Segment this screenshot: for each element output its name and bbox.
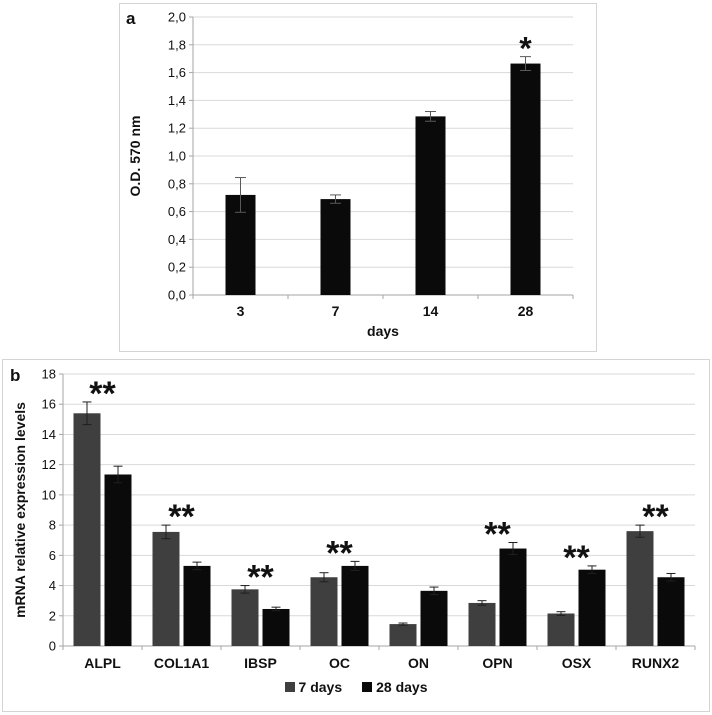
- y-tick-label: 4: [49, 578, 56, 593]
- legend-item-7-days: 7 days: [284, 679, 343, 695]
- y-tick-label: 0,2: [168, 260, 186, 275]
- chart-a-x-axis-title: days: [367, 323, 399, 339]
- chart-b-plot: 0 2 4 6 8 10 12 14 16 18 ALPL ** COL1A1 ** IBSP ** OC ** O…: [42, 367, 696, 671]
- panel-b-label: b: [10, 366, 21, 385]
- significance-marker: **: [484, 515, 511, 553]
- category-label: OPN: [482, 655, 512, 671]
- category-label: OC: [329, 655, 350, 671]
- y-tick-label: 0,0: [168, 288, 186, 303]
- category-label: ON: [408, 655, 429, 671]
- y-tick-label: 14: [42, 427, 56, 442]
- bar-28-O.D.-570-nm: [510, 63, 541, 295]
- significance-marker: **: [563, 539, 590, 577]
- bar-OSX-7-days: [547, 613, 575, 646]
- bar-ALPL-7-days: [73, 413, 101, 646]
- bar-OC-28-days: [341, 565, 369, 646]
- bar-7-O.D.-570-nm: [320, 199, 351, 295]
- y-tick-label: 6: [49, 548, 56, 563]
- bar-OSX-28-days: [578, 569, 606, 646]
- y-tick-label: 18: [42, 367, 56, 382]
- y-tick-label: 2,0: [168, 10, 186, 25]
- chart-b-y-axis-title: mRNA relative expression levels: [12, 402, 28, 618]
- y-tick-label: 8: [49, 518, 56, 533]
- bar-IBSP-28-days: [262, 608, 290, 646]
- y-tick-label: 2: [49, 608, 56, 623]
- bar-COL1A1-7-days: [152, 531, 180, 646]
- category-label: 28: [518, 303, 534, 319]
- significance-marker: **: [247, 559, 274, 597]
- y-tick-label: 1,2: [168, 121, 186, 136]
- y-tick-label: 1,4: [168, 93, 186, 108]
- bar-OPN-28-days: [499, 548, 527, 646]
- category-label: 7: [332, 303, 340, 319]
- chart-a-svg: 0,0 0,2 0,4 0,6 0,8 1,0 1,2 1,4 1,6 1,8 2,0 3 7 14 28 *…: [127, 10, 574, 339]
- y-tick-label: 1,6: [168, 65, 186, 80]
- bar-ALPL-28-days: [104, 474, 132, 646]
- bar-ON-28-days: [420, 590, 448, 646]
- category-label: IBSP: [244, 655, 277, 671]
- panel-a: a 0,0 0,2 0,4 0,6 0,8 1,0 1,2 1,4 1,6 1,8 2,0 3 7 14 2…: [119, 3, 597, 352]
- legend-swatch: [284, 682, 295, 692]
- category-label: COL1A1: [154, 655, 209, 671]
- y-tick-label: 16: [42, 397, 56, 412]
- bar-RUNX2-7-days: [626, 531, 654, 646]
- bar-OPN-7-days: [468, 602, 496, 646]
- y-tick-label: 0,4: [168, 232, 186, 247]
- legend-label: 7 days: [298, 679, 343, 695]
- y-tick-label: 0,6: [168, 204, 186, 219]
- bar-OC-7-days: [310, 577, 338, 646]
- category-label: RUNX2: [632, 655, 680, 671]
- bar-IBSP-7-days: [231, 589, 259, 646]
- category-label: 14: [423, 303, 439, 319]
- bar-ON-7-days: [389, 624, 417, 646]
- y-tick-label: 10: [42, 487, 56, 502]
- category-label: OSX: [562, 655, 592, 671]
- chart-a-plot: 0,0 0,2 0,4 0,6 0,8 1,0 1,2 1,4 1,6 1,8 2,0 3 7 14 28 *: [168, 10, 574, 319]
- significance-marker: *: [519, 31, 532, 67]
- panel-b: b 0 2 4 6 8 10 12 14 16 18 ALPL ** COL1A1 ** IBSP ** OC *…: [2, 359, 710, 712]
- y-tick-label: 0,8: [168, 176, 186, 191]
- legend-swatch: [362, 682, 373, 692]
- significance-marker: **: [168, 498, 195, 536]
- y-tick-label: 0: [49, 639, 56, 654]
- category-label: ALPL: [84, 655, 121, 671]
- category-label: 3: [237, 303, 245, 319]
- bar-RUNX2-28-days: [657, 577, 685, 646]
- legend-label: 28 days: [376, 679, 428, 695]
- legend-item-28-days: 28 days: [362, 679, 427, 695]
- chart-b-legend: 7 days 28 days: [3, 679, 709, 695]
- bar-14-O.D.-570-nm: [415, 116, 446, 295]
- bar-COL1A1-28-days: [183, 565, 211, 646]
- panel-a-label: a: [126, 9, 136, 28]
- y-tick-label: 1,0: [168, 149, 186, 164]
- significance-marker: **: [642, 498, 669, 536]
- y-tick-label: 1,8: [168, 37, 186, 52]
- significance-marker: **: [326, 534, 353, 572]
- chart-b-svg: 0 2 4 6 8 10 12 14 16 18 ALPL ** COL1A1 ** IBSP ** OC ** O…: [12, 367, 696, 671]
- y-tick-label: 12: [42, 457, 56, 472]
- chart-a-y-axis-title: O.D. 570 nm: [127, 116, 143, 197]
- significance-marker: **: [89, 375, 116, 413]
